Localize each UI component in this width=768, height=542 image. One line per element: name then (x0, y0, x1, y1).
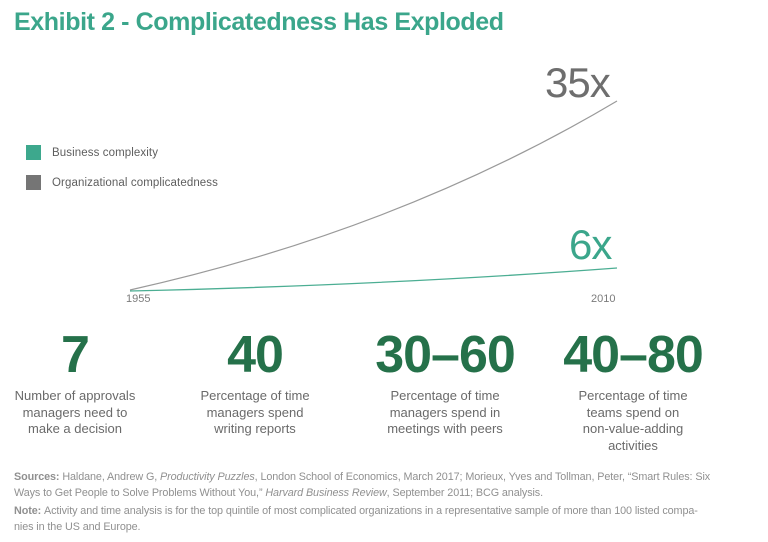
page-title: Exhibit 2 - Complicatedness Has Exploded (14, 8, 504, 36)
stat-description: Percentage of time managers spend writing … (200, 388, 310, 436)
note-text: Note: Activity and time analysis is for … (14, 505, 698, 533)
legend-item-organizational-complicatedness: Organizational complicatedness (26, 175, 218, 190)
legend-swatch-gray-icon (26, 175, 41, 190)
stat-writing-reports: 40 Percentage of time managers spend writi… (175, 329, 335, 438)
end-label-business-6x: 6x (569, 221, 612, 268)
legend-label: Organizational complicatedness (52, 176, 219, 189)
stat-value: 40–80 (563, 326, 704, 384)
sources-text: Sources: Haldane, Andrew G, Productivity… (14, 471, 711, 499)
x-axis-tick-1955: 1955 (126, 293, 151, 305)
x-axis-tick-2010: 2010 (591, 293, 616, 305)
legend-label: Business complexity (52, 146, 159, 159)
stat-value: 40 (227, 326, 284, 384)
legend-item-business-complexity: Business complexity (26, 145, 218, 160)
legend-swatch-teal-icon (26, 145, 41, 160)
stat-description: Percentage of time teams spend on non-valu… (578, 388, 688, 453)
stat-approvals: 7 Number of approvals managers need to mak… (0, 329, 150, 438)
stat-value: 7 (61, 326, 90, 384)
chart-legend: Business complexity Organizational compl… (26, 145, 218, 205)
stat-value: 30–60 (375, 326, 516, 384)
end-label-organizational-35x: 35x (545, 59, 611, 106)
stat-meetings: 30–60 Percentage of time managers spend i… (355, 329, 535, 438)
line-business-complexity (129, 267, 618, 292)
stat-non-value-adding: 40–80 Percentage of time teams spend on no… (540, 329, 726, 454)
stat-description: Percentage of time managers spend in meeti… (387, 388, 503, 436)
stat-description: Number of approvals managers need to make … (14, 388, 136, 436)
